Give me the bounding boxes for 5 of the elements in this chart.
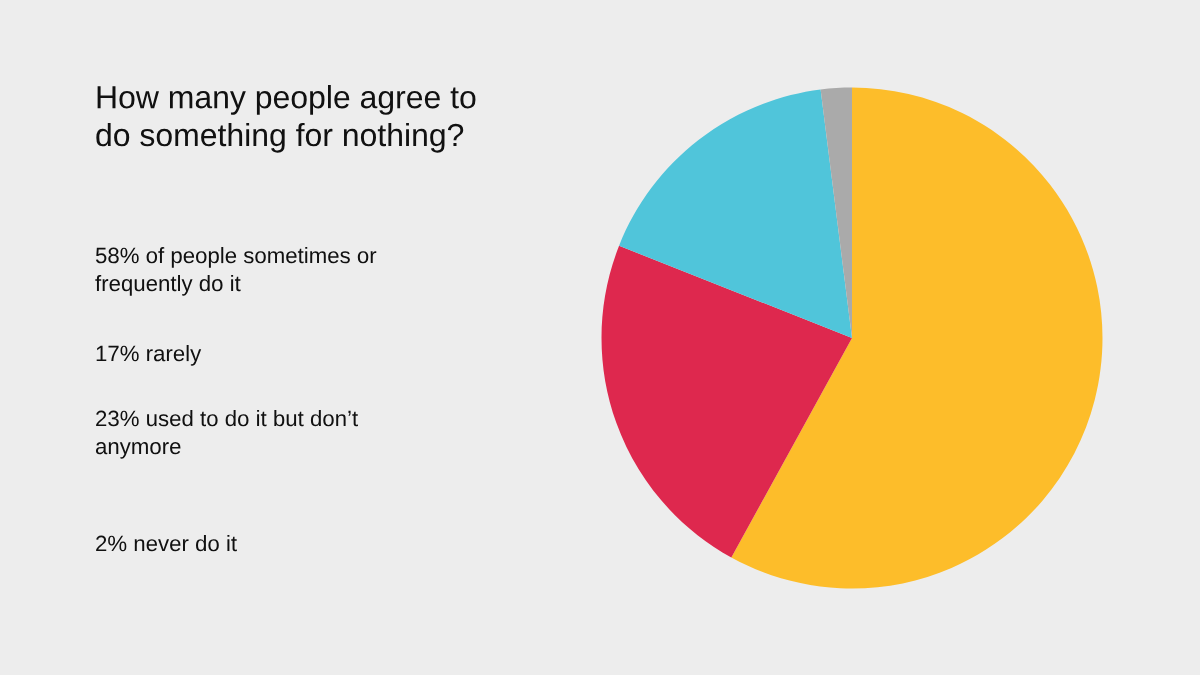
text: 2% never do it (96, 535, 237, 552)
text: 17% rarely (96, 345, 202, 366)
text: 23% used to do it but don’t anymore (95, 410, 358, 459)
text: 58% of people sometimes or frequently do it (95, 247, 377, 296)
text: How many people agree to do something for nothing? (96, 85, 476, 153)
